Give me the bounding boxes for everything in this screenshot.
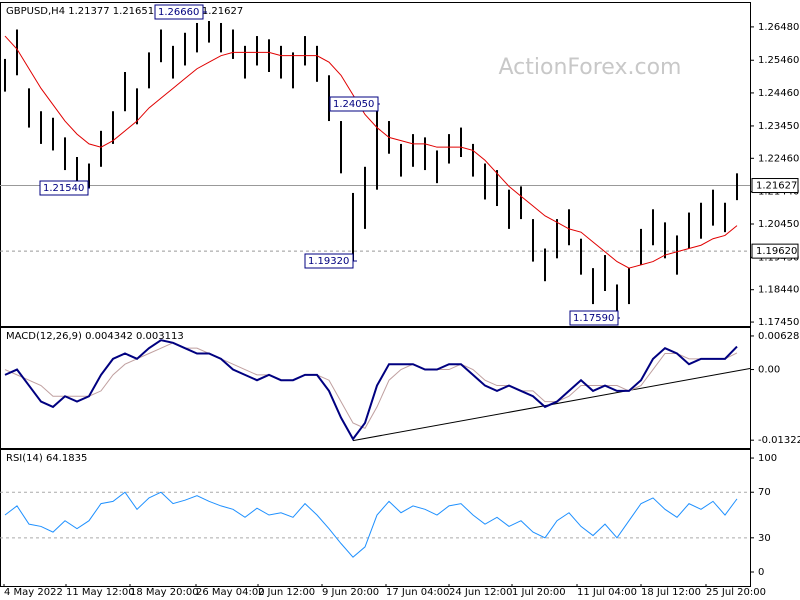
- y-tick-label: 0: [758, 567, 764, 578]
- y-tick-label: 1.18440: [758, 285, 799, 296]
- y-tick-label: 0.006285: [758, 331, 800, 342]
- price-label-box: [751, 178, 799, 194]
- price-label: 1.19620: [756, 246, 797, 257]
- annotation-box: [39, 180, 89, 196]
- x-tick-label: 11 May 12:00: [66, 587, 135, 598]
- indicator-line: [4, 339, 738, 441]
- y-tick-label: 1.23450: [758, 121, 799, 132]
- annotation-box: [329, 96, 379, 112]
- annotation: 1.24050: [333, 99, 374, 110]
- panel-title: MACD(12,26,9) 0.004342 0.003113: [6, 331, 184, 342]
- annotation-box: [154, 4, 204, 20]
- indicator-line: [4, 491, 738, 558]
- x-tick-label: 18 May 20:00: [130, 587, 199, 598]
- x-tick-label: 17 Jun 04:00: [386, 587, 450, 598]
- y-tick-label: 70: [758, 487, 771, 498]
- panel-frame: [0, 327, 751, 449]
- x-tick-label: 2 Jun 12:00: [258, 587, 315, 598]
- indicator-line: [4, 342, 738, 429]
- x-tick-label: 24 Jun 12:00: [449, 587, 513, 598]
- x-tick-label: 11 Jul 04:00: [577, 587, 637, 598]
- annotation: 1.17590: [573, 313, 614, 324]
- y-tick-label: 30: [758, 533, 771, 544]
- x-tick-label: 4 May 2022: [4, 587, 63, 598]
- annotation-box: [569, 310, 619, 326]
- panel-title: RSI(14) 64.1835: [6, 453, 87, 464]
- y-tick-label: 1.24460: [758, 88, 799, 99]
- y-tick-label: 1.26480: [758, 22, 799, 33]
- price-label-box: [751, 243, 799, 259]
- x-tick-label: 26 May 04:00: [196, 587, 265, 598]
- x-tick-label: 9 Jun 20:00: [322, 587, 379, 598]
- annotation: 1.21540: [43, 183, 84, 194]
- x-tick-label: 1 Jul 20:00: [512, 587, 566, 598]
- y-tick-label: 1.25460: [758, 55, 799, 66]
- moving-average: [4, 35, 738, 269]
- y-tick-label: 100: [758, 453, 777, 464]
- watermark: ActionForex.com: [499, 55, 682, 80]
- y-tick-label: -0.013223: [758, 435, 800, 446]
- annotation: 1.19320: [308, 256, 349, 267]
- y-tick-label: 0.00: [758, 365, 780, 376]
- price-label: 1.21627: [756, 181, 797, 192]
- y-tick-label: 1.22460: [758, 153, 799, 164]
- panel-frame: [0, 2, 751, 327]
- x-tick-label: 18 Jul 12:00: [641, 587, 701, 598]
- panel-title: GBPUSD,H4 1.21377 1.21651 1.21176 1.2162…: [6, 6, 243, 17]
- x-tick-label: 25 Jul 20:00: [706, 587, 766, 598]
- annotation-box: [304, 253, 354, 269]
- panel-frame: [0, 449, 751, 587]
- y-tick-label: 1.20450: [758, 219, 799, 230]
- annotation: 1.26660: [158, 7, 199, 18]
- y-tick-label: 1.17450: [758, 317, 799, 328]
